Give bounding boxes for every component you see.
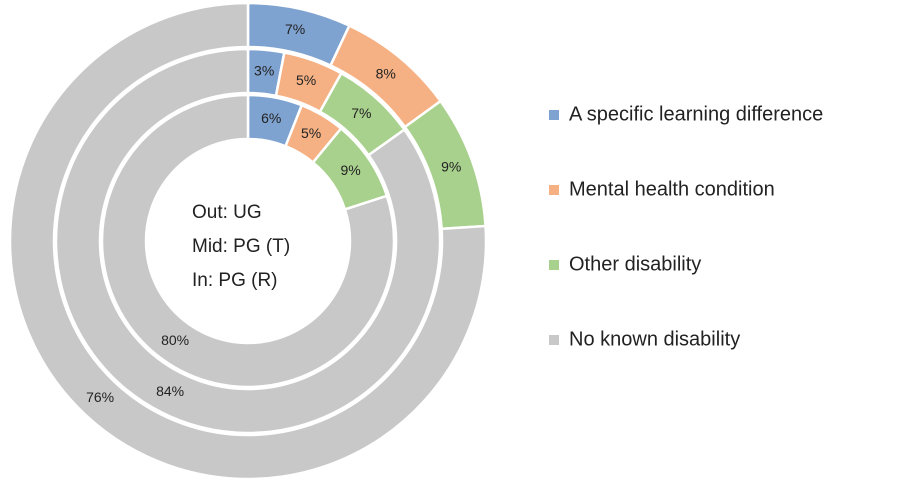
legend-swatch [549, 335, 559, 345]
data-label: 76% [86, 389, 114, 405]
legend-label: A specific learning difference [569, 103, 823, 125]
legend-swatch [549, 185, 559, 195]
center-label: Mid: PG (T) [192, 236, 290, 257]
data-label: 9% [340, 162, 360, 178]
donut-slice [100, 93, 396, 389]
legend-swatch [549, 260, 559, 270]
legend-label: Mental health condition [569, 178, 775, 200]
data-label: 84% [156, 383, 184, 399]
data-label: 80% [161, 332, 189, 348]
data-label: 5% [301, 125, 321, 141]
legend-label: Other disability [569, 253, 701, 275]
data-label: 5% [296, 72, 316, 88]
donut-slice [8, 1, 488, 481]
data-label: 6% [261, 110, 281, 126]
data-label: 7% [285, 21, 305, 37]
center-label: In: PG (R) [192, 270, 278, 291]
data-label: 7% [351, 105, 371, 121]
center-label: Out: UG [192, 202, 262, 223]
data-label: 8% [376, 65, 396, 81]
donut-slice [54, 47, 442, 435]
legend-label: No known disability [569, 328, 740, 350]
data-label: 9% [441, 159, 461, 175]
legend-swatch [549, 110, 559, 120]
data-label: 3% [254, 62, 274, 78]
